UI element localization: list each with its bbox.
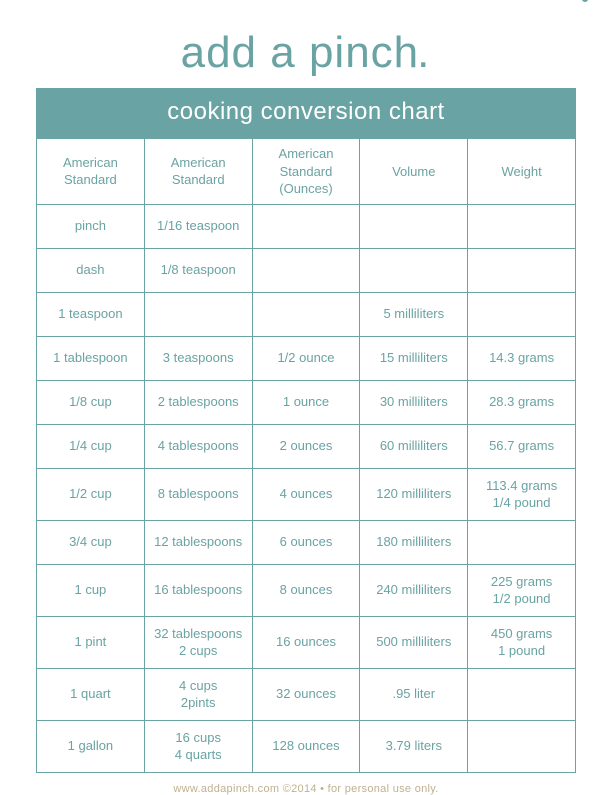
table-cell: 120 milliliters	[360, 468, 468, 520]
table-cell	[468, 248, 576, 292]
table-cell: dash	[37, 248, 145, 292]
table-cell: 16 cups 4 quarts	[144, 720, 252, 772]
table-cell: 128 ounces	[252, 720, 360, 772]
logo-text: add a pinch	[181, 28, 420, 78]
table-row: 1/8 cup2 tablespoons1 ounce30 milliliter…	[37, 380, 576, 424]
table-cell: 500 milliliters	[360, 616, 468, 668]
table-cell: 1/8 teaspoon	[144, 248, 252, 292]
table-cell: 1 quart	[37, 668, 145, 720]
table-cell: 5 milliliters	[360, 292, 468, 336]
table-cell	[252, 204, 360, 248]
table-cell: 1/4 cup	[37, 424, 145, 468]
table-cell: 14.3 grams	[468, 336, 576, 380]
table-cell: 1/8 cup	[37, 380, 145, 424]
table-cell	[252, 292, 360, 336]
table-cell: 3 teaspoons	[144, 336, 252, 380]
table-cell	[252, 248, 360, 292]
table-cell	[468, 204, 576, 248]
table-cell	[360, 204, 468, 248]
table-cell: 1 cup	[37, 564, 145, 616]
table-row: 1 quart4 cups 2pints32 ounces.95 liter	[37, 668, 576, 720]
col-header: American Standard (Ounces)	[252, 139, 360, 205]
table-cell: 8 ounces	[252, 564, 360, 616]
col-header: American Standard	[37, 139, 145, 205]
table-row: 1/4 cup4 tablespoons2 ounces60 millilite…	[37, 424, 576, 468]
table-cell: 56.7 grams	[468, 424, 576, 468]
table-cell: 32 ounces	[252, 668, 360, 720]
table-cell: 15 milliliters	[360, 336, 468, 380]
chart-title: cooking conversion chart	[36, 88, 576, 138]
table-cell: 1 gallon	[37, 720, 145, 772]
table-row: 3/4 cup12 tablespoons6 ounces180 millili…	[37, 520, 576, 564]
table-cell: 1/2 ounce	[252, 336, 360, 380]
table-cell: .95 liter	[360, 668, 468, 720]
table-cell: 1 ounce	[252, 380, 360, 424]
brand-logo: add a pinch.	[0, 0, 612, 88]
table-cell: 180 milliliters	[360, 520, 468, 564]
table-cell	[468, 668, 576, 720]
table-row: 1 tablespoon3 teaspoons1/2 ounce15 milli…	[37, 336, 576, 380]
table-cell: 3.79 liters	[360, 720, 468, 772]
table-row: 1 teaspoon 5 milliliters	[37, 292, 576, 336]
table-row: 1 gallon16 cups 4 quarts128 ounces3.79 l…	[37, 720, 576, 772]
table-cell: 1/16 teaspoon	[144, 204, 252, 248]
col-header: Weight	[468, 139, 576, 205]
table-cell: 225 grams 1/2 pound	[468, 564, 576, 616]
table-cell: 28.3 grams	[468, 380, 576, 424]
table-header-row: American Standard American Standard Amer…	[37, 139, 576, 205]
table-cell: 32 tablespoons 2 cups	[144, 616, 252, 668]
table-cell: 2 ounces	[252, 424, 360, 468]
table-row: pinch1/16 teaspoon	[37, 204, 576, 248]
table-cell: 240 milliliters	[360, 564, 468, 616]
table-cell: 450 grams 1 pound	[468, 616, 576, 668]
table-cell: 4 tablespoons	[144, 424, 252, 468]
table-row: 1 pint32 tablespoons 2 cups16 ounces500 …	[37, 616, 576, 668]
table-cell: 16 tablespoons	[144, 564, 252, 616]
table-cell: 6 ounces	[252, 520, 360, 564]
footer-text: www.addapinch.com ©2014 • for personal u…	[0, 783, 612, 795]
table-cell: 8 tablespoons	[144, 468, 252, 520]
table-cell: 1/2 cup	[37, 468, 145, 520]
table-cell: 1 tablespoon	[37, 336, 145, 380]
table-cell: 4 ounces	[252, 468, 360, 520]
table-cell: 113.4 grams 1/4 pound	[468, 468, 576, 520]
table-cell: 30 milliliters	[360, 380, 468, 424]
table-row: dash1/8 teaspoon	[37, 248, 576, 292]
col-header: American Standard	[144, 139, 252, 205]
table-cell: 12 tablespoons	[144, 520, 252, 564]
table-cell	[468, 292, 576, 336]
table-cell: 16 ounces	[252, 616, 360, 668]
table-cell	[468, 520, 576, 564]
conversion-table: American Standard American Standard Amer…	[36, 138, 576, 773]
col-header: Volume	[360, 139, 468, 205]
table-cell: 4 cups 2pints	[144, 668, 252, 720]
table-row: 1/2 cup8 tablespoons4 ounces120 millilit…	[37, 468, 576, 520]
table-cell: 1 pint	[37, 616, 145, 668]
table-cell	[360, 248, 468, 292]
table-cell	[144, 292, 252, 336]
table-cell	[468, 720, 576, 772]
table-cell: 60 milliliters	[360, 424, 468, 468]
table-cell: pinch	[37, 204, 145, 248]
table-row: 1 cup16 tablespoons8 ounces240 millilite…	[37, 564, 576, 616]
table-cell: 2 tablespoons	[144, 380, 252, 424]
table-cell: 1 teaspoon	[37, 292, 145, 336]
table-cell: 3/4 cup	[37, 520, 145, 564]
